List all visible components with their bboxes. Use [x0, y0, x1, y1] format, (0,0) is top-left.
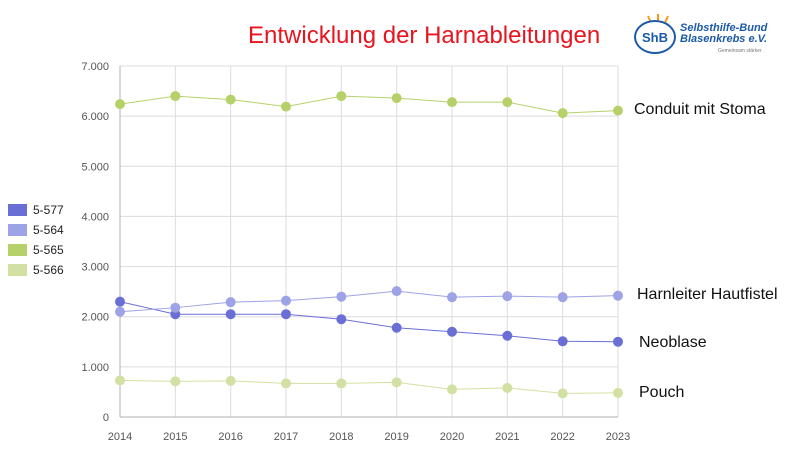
data-point-5-564 — [447, 292, 457, 303]
data-point-5-565 — [447, 97, 457, 108]
logo-badge: ShB — [634, 20, 676, 54]
y-tick-label: 5.000 — [81, 161, 109, 173]
data-point-5-564 — [557, 292, 568, 303]
series-line-5-564 — [119, 290, 619, 313]
series-line-5-565 — [119, 95, 619, 114]
series-line-5-577 — [119, 301, 619, 343]
x-tick-label: 2016 — [218, 431, 242, 443]
legend-swatch — [8, 244, 27, 256]
data-point-5-565 — [170, 91, 181, 102]
data-point-5-565 — [391, 93, 402, 104]
y-tick-label: 3.000 — [81, 262, 109, 274]
data-point-5-566 — [225, 375, 236, 386]
y-tick-label: 1.000 — [81, 362, 109, 374]
data-point-5-564 — [170, 302, 181, 313]
data-point-5-577 — [613, 336, 623, 347]
data-point-5-566 — [447, 384, 457, 395]
data-point-5-566 — [613, 387, 623, 398]
legend-label: 5-565 — [33, 243, 64, 257]
y-tick-label: 4.000 — [81, 211, 109, 223]
y-tick-label: 2.000 — [81, 312, 109, 324]
data-point-5-566 — [336, 378, 347, 389]
data-point-5-565 — [336, 91, 347, 102]
legend-item-5-566: 5-566 — [8, 260, 64, 280]
logo-line2: Blasenkrebs e.V. — [680, 33, 768, 45]
data-point-5-577 — [391, 322, 402, 333]
data-point-5-577 — [447, 326, 457, 337]
y-tick-label: 6.000 — [81, 111, 109, 123]
series-label-neoblase: Neoblase — [639, 334, 707, 351]
data-point-5-564 — [391, 286, 402, 297]
data-point-5-577 — [502, 330, 513, 341]
chart-title: Entwicklung der Harnableitungen — [248, 22, 601, 49]
legend-item-5-564: 5-564 — [8, 220, 64, 240]
x-tick-label: 2019 — [384, 431, 408, 443]
x-tick-label: 2014 — [108, 431, 132, 443]
legend-item-5-565: 5-565 — [8, 240, 64, 260]
x-tick-label: 2023 — [606, 431, 630, 443]
x-tick-label: 2021 — [495, 431, 519, 443]
legend-swatch — [8, 224, 27, 236]
legend-swatch — [8, 264, 27, 276]
series-label-conduit: Conduit mit Stoma — [634, 101, 766, 118]
data-point-5-577 — [115, 296, 125, 307]
series-label-hautfistel: Harnleiter Hautfistel — [637, 286, 778, 303]
data-point-5-566 — [557, 388, 568, 399]
data-point-5-565 — [613, 105, 623, 116]
x-tick-label: 2018 — [329, 431, 353, 443]
data-point-5-577 — [281, 309, 291, 320]
series-label-pouch: Pouch — [639, 384, 685, 401]
legend-label: 5-566 — [33, 263, 64, 277]
x-tick-label: 2015 — [163, 431, 187, 443]
y-tick-label: 0 — [103, 412, 109, 424]
series-line-5-566 — [119, 379, 619, 394]
x-tick-label: 2022 — [550, 431, 574, 443]
data-point-5-565 — [225, 94, 236, 105]
data-point-5-566 — [281, 378, 291, 389]
data-point-5-577 — [557, 336, 568, 347]
data-point-5-564 — [336, 291, 347, 302]
data-point-5-564 — [613, 290, 623, 301]
data-point-5-565 — [281, 101, 291, 112]
logo-name: Selbsthilfe-Bund Blasenkrebs e.V. — [680, 23, 767, 45]
data-point-5-565 — [502, 97, 513, 108]
data-point-5-565 — [557, 108, 568, 119]
x-tick-label: 2017 — [274, 431, 298, 443]
data-point-5-564 — [281, 295, 291, 306]
logo: ShB Selbsthilfe-Bund Blasenkrebs e.V. Ge… — [630, 14, 780, 60]
x-tick-label: 2020 — [440, 431, 464, 443]
legend: 5-577 5-564 5-565 5-566 — [8, 200, 64, 280]
logo-tagline: Gemeinsam stärker — [718, 48, 762, 54]
legend-label: 5-577 — [33, 203, 64, 217]
data-point-5-565 — [115, 99, 125, 110]
data-point-5-566 — [502, 382, 513, 393]
y-tick-label: 7.000 — [81, 61, 109, 73]
data-point-5-564 — [225, 297, 236, 308]
data-point-5-566 — [115, 375, 125, 386]
data-point-5-564 — [115, 306, 125, 317]
data-point-5-566 — [170, 376, 181, 387]
legend-item-5-577: 5-577 — [8, 200, 64, 220]
logo-line1: Selbsthilfe-Bund — [680, 22, 768, 34]
data-point-5-564 — [502, 291, 513, 302]
data-point-5-577 — [225, 309, 236, 320]
legend-label: 5-564 — [33, 223, 64, 237]
data-point-5-566 — [391, 377, 402, 388]
legend-swatch — [8, 204, 27, 216]
data-point-5-577 — [336, 314, 347, 325]
